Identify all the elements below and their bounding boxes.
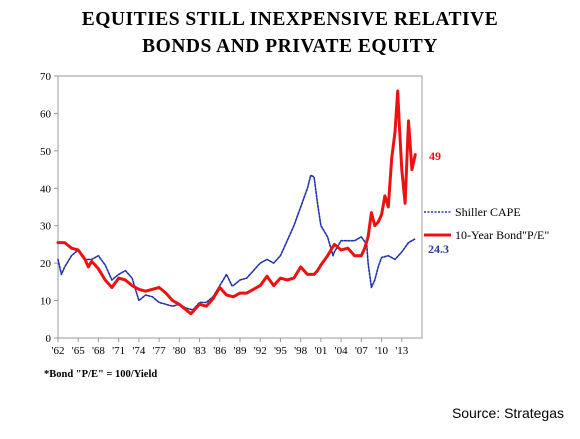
x-tick-label: '10 [375, 345, 388, 357]
y-tick-label: 0 [46, 333, 52, 345]
y-tick-label: 70 [40, 71, 52, 83]
y-tick-label: 40 [40, 183, 52, 195]
x-tick-label: '92 [254, 345, 267, 357]
source-label: Source: Strategas [451, 405, 564, 421]
chart-title-line-2: BONDS AND PRIVATE EQUITY [142, 36, 438, 57]
legend-shiller-cape-label: Shiller CAPE [455, 205, 521, 219]
legend-10y-bond-pe-label: 10-Year Bond"P/E" [455, 228, 549, 242]
x-tick-label: '62 [52, 345, 65, 357]
x-tick-label: '86 [213, 345, 226, 357]
chart-title: EQUITIES STILL INEXPENSIVE RELATIVE BOND… [0, 6, 580, 60]
x-tick-label: '80 [173, 345, 186, 357]
x-tick-label: '01 [314, 345, 327, 357]
series-layer [56, 89, 417, 316]
x-tick-label: '04 [335, 345, 348, 357]
x-tick-label: '98 [294, 345, 307, 357]
y-tick-label: 20 [40, 258, 52, 270]
y-tick-label: 10 [40, 296, 52, 308]
y-tick-label: 60 [40, 108, 52, 120]
x-tick-label: '74 [132, 345, 145, 357]
end-label-bond-pe: 49 [429, 149, 441, 163]
chart-axes: 0 10 20 30 40 50 60 70 '62 '65 '68 '71 '74 '77 '80 '83 '… [40, 71, 423, 357]
end-labels: 49 24.3 [428, 149, 449, 256]
end-label-shiller-cape: 24.3 [428, 242, 449, 256]
x-tick-label: '13 [395, 345, 408, 357]
x-tick-label: '95 [274, 345, 287, 357]
x-tick-label: '07 [355, 345, 368, 357]
y-tick-label: 50 [40, 146, 52, 158]
plot-frame [57, 75, 423, 339]
series-line-10y-bond-pe [56, 89, 417, 316]
x-tick-label: '68 [92, 345, 105, 357]
series-line-shiller-cape [57, 174, 417, 311]
y-tick-label: 30 [40, 221, 52, 233]
x-tick-label: '77 [153, 345, 166, 357]
footnote: *Bond "P/E" = 100/Yield [44, 369, 157, 380]
x-tick-label: '65 [72, 345, 85, 357]
legend: Shiller CAPE 10-Year Bond"P/E" [424, 205, 549, 242]
x-tick-label: '89 [234, 345, 247, 357]
x-tick-label: '83 [193, 345, 206, 357]
x-tick-label: '71 [112, 345, 125, 357]
chart-title-line-1: EQUITIES STILL INEXPENSIVE RELATIVE [81, 9, 499, 30]
